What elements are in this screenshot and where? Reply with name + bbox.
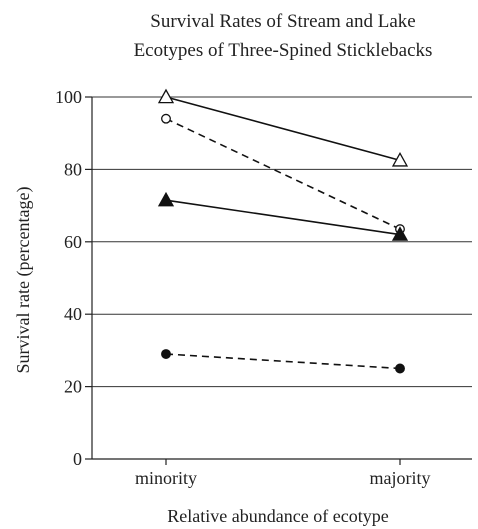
data-point-open-triangle-minority [157,88,175,104]
axis-layer: 0 20 40 60 80 100 minority majority [55,87,472,488]
x-axis-label: Relative abundance of ecotype [167,506,388,526]
series-filled-triangle [157,191,409,241]
data-point-filled-triangle-minority [157,191,175,207]
y-tick-label: 60 [64,232,82,252]
data-point-filled-triangle-majority [391,226,409,241]
chart-title-line-1: Survival Rates of Stream and Lake [150,11,415,32]
data-point-filled-circle-majority [395,363,405,374]
chart-title-line-2: Ecotypes of Three-Spined Sticklebacks [134,40,433,61]
y-tick-label: 40 [64,304,82,324]
series-line-open-triangle [165,96,401,162]
y-tick-label: 20 [64,377,82,397]
series-line-filled-circle [165,353,401,370]
y-tick-label: 0 [73,449,82,469]
series-line-filled-triangle [165,199,401,236]
grid-layer [92,96,472,388]
series-filled-circle [161,349,405,374]
data-point-filled-circle-minority [161,349,171,359]
series-open-triangle [157,88,409,167]
data-point-open-triangle-majority [391,152,409,167]
series-layer [157,88,409,374]
y-axis-label: Survival rate (percentage) [13,187,34,374]
y-tick-label: 80 [64,159,82,179]
data-point-open-circle-minority [161,113,171,124]
x-tick-label: majority [370,468,431,488]
x-tick-label: minority [135,468,197,488]
series-open-circle [161,113,405,235]
series-line-open-circle [165,117,401,230]
y-tick-label: 100 [55,87,82,107]
